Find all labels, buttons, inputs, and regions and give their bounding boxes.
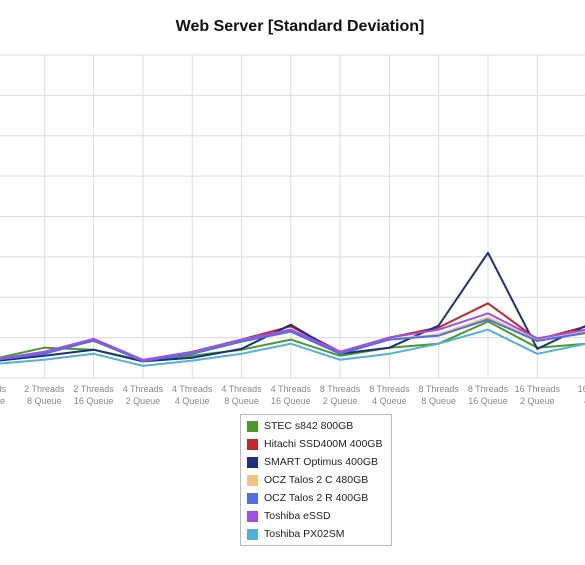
series-line-smart-optimus-400gb [0,251,585,363]
legend-swatch [247,456,258,468]
legend-label: OCZ Talos 2 C 480GB [264,474,369,486]
legend-swatch [247,438,258,450]
x-tick-label: 8 Threads [468,384,509,394]
x-tick-label: 8 Threads [419,384,460,394]
series-lines [0,251,585,367]
legend-item: STEC s842 800GB [241,417,391,435]
x-tick-label: 8 Threads [369,384,410,394]
legend-item: Toshiba PX02SM [241,525,391,543]
x-tick-label: 4 Queue [372,396,407,406]
x-tick-label: 16 T [578,384,585,394]
legend-item: Toshiba eSSD [241,507,391,525]
series-line-ocz-talos-2-r-400gb [0,318,585,362]
x-tick-label: 8 Queue [27,396,62,406]
x-tick-label: 2 Queue [323,396,358,406]
legend-label: SMART Optimus 400GB [264,456,378,468]
x-tick-label: 4 Threads [221,384,262,394]
grid [0,54,585,379]
legend-item: OCZ Talos 2 C 480GB [241,471,391,489]
plot-area: reads ueue 2 Threads 8 Queue 2 Threads 16 Que… [0,54,585,406]
x-tick-label: 2 Queue [126,396,161,406]
legend-label: Toshiba eSSD [264,510,331,522]
series-line-toshiba-essd [0,312,585,361]
x-tick-label: reads [0,384,7,394]
x-tick-label: 4 Queue [175,396,210,406]
legend-item: OCZ Talos 2 R 400GB [241,489,391,507]
x-tick-label: 4 Threads [172,384,213,394]
legend-swatch [247,528,258,540]
x-tick-label: 2 Threads [24,384,65,394]
x-tick-label: 16 Queue [468,396,508,406]
legend-swatch [247,474,258,486]
legend-label: STEC s842 800GB [264,420,354,432]
legend-item: Hitachi SSD400M 400GB [241,435,391,453]
legend-label: Hitachi SSD400M 400GB [264,438,383,450]
x-tick-label: 2 Threads [73,384,114,394]
chart-title: Web Server [Standard Deviation] [175,18,425,35]
x-tick-labels: reads ueue 2 Threads 8 Queue 2 Threads 16 Que… [0,384,585,406]
x-tick-label: 16 Queue [74,396,114,406]
legend-swatch [247,510,258,522]
legend-label: OCZ Talos 2 R 400GB [264,492,369,504]
x-tick-label: 8 Threads [320,384,361,394]
legend: STEC s842 800GB Hitachi SSD400M 400GB SMAR… [240,414,392,546]
legend-swatch [247,492,258,504]
x-tick-label: 8 Queue [421,396,456,406]
legend-item: SMART Optimus 400GB [241,453,391,471]
x-tick-label: 4 Threads [123,384,164,394]
legend-label: Toshiba PX02SM [264,528,345,540]
x-tick-label: 16 Queue [271,396,311,406]
x-tick-label: ueue [0,396,5,406]
x-tick-label: 16 Threads [515,384,561,394]
x-tick-label: 4 Threads [271,384,312,394]
x-tick-label: 2 Queue [520,396,555,406]
series-line-toshiba-px02sm [0,328,585,367]
x-tick-label: 8 Queue [224,396,259,406]
legend-swatch [247,420,258,432]
